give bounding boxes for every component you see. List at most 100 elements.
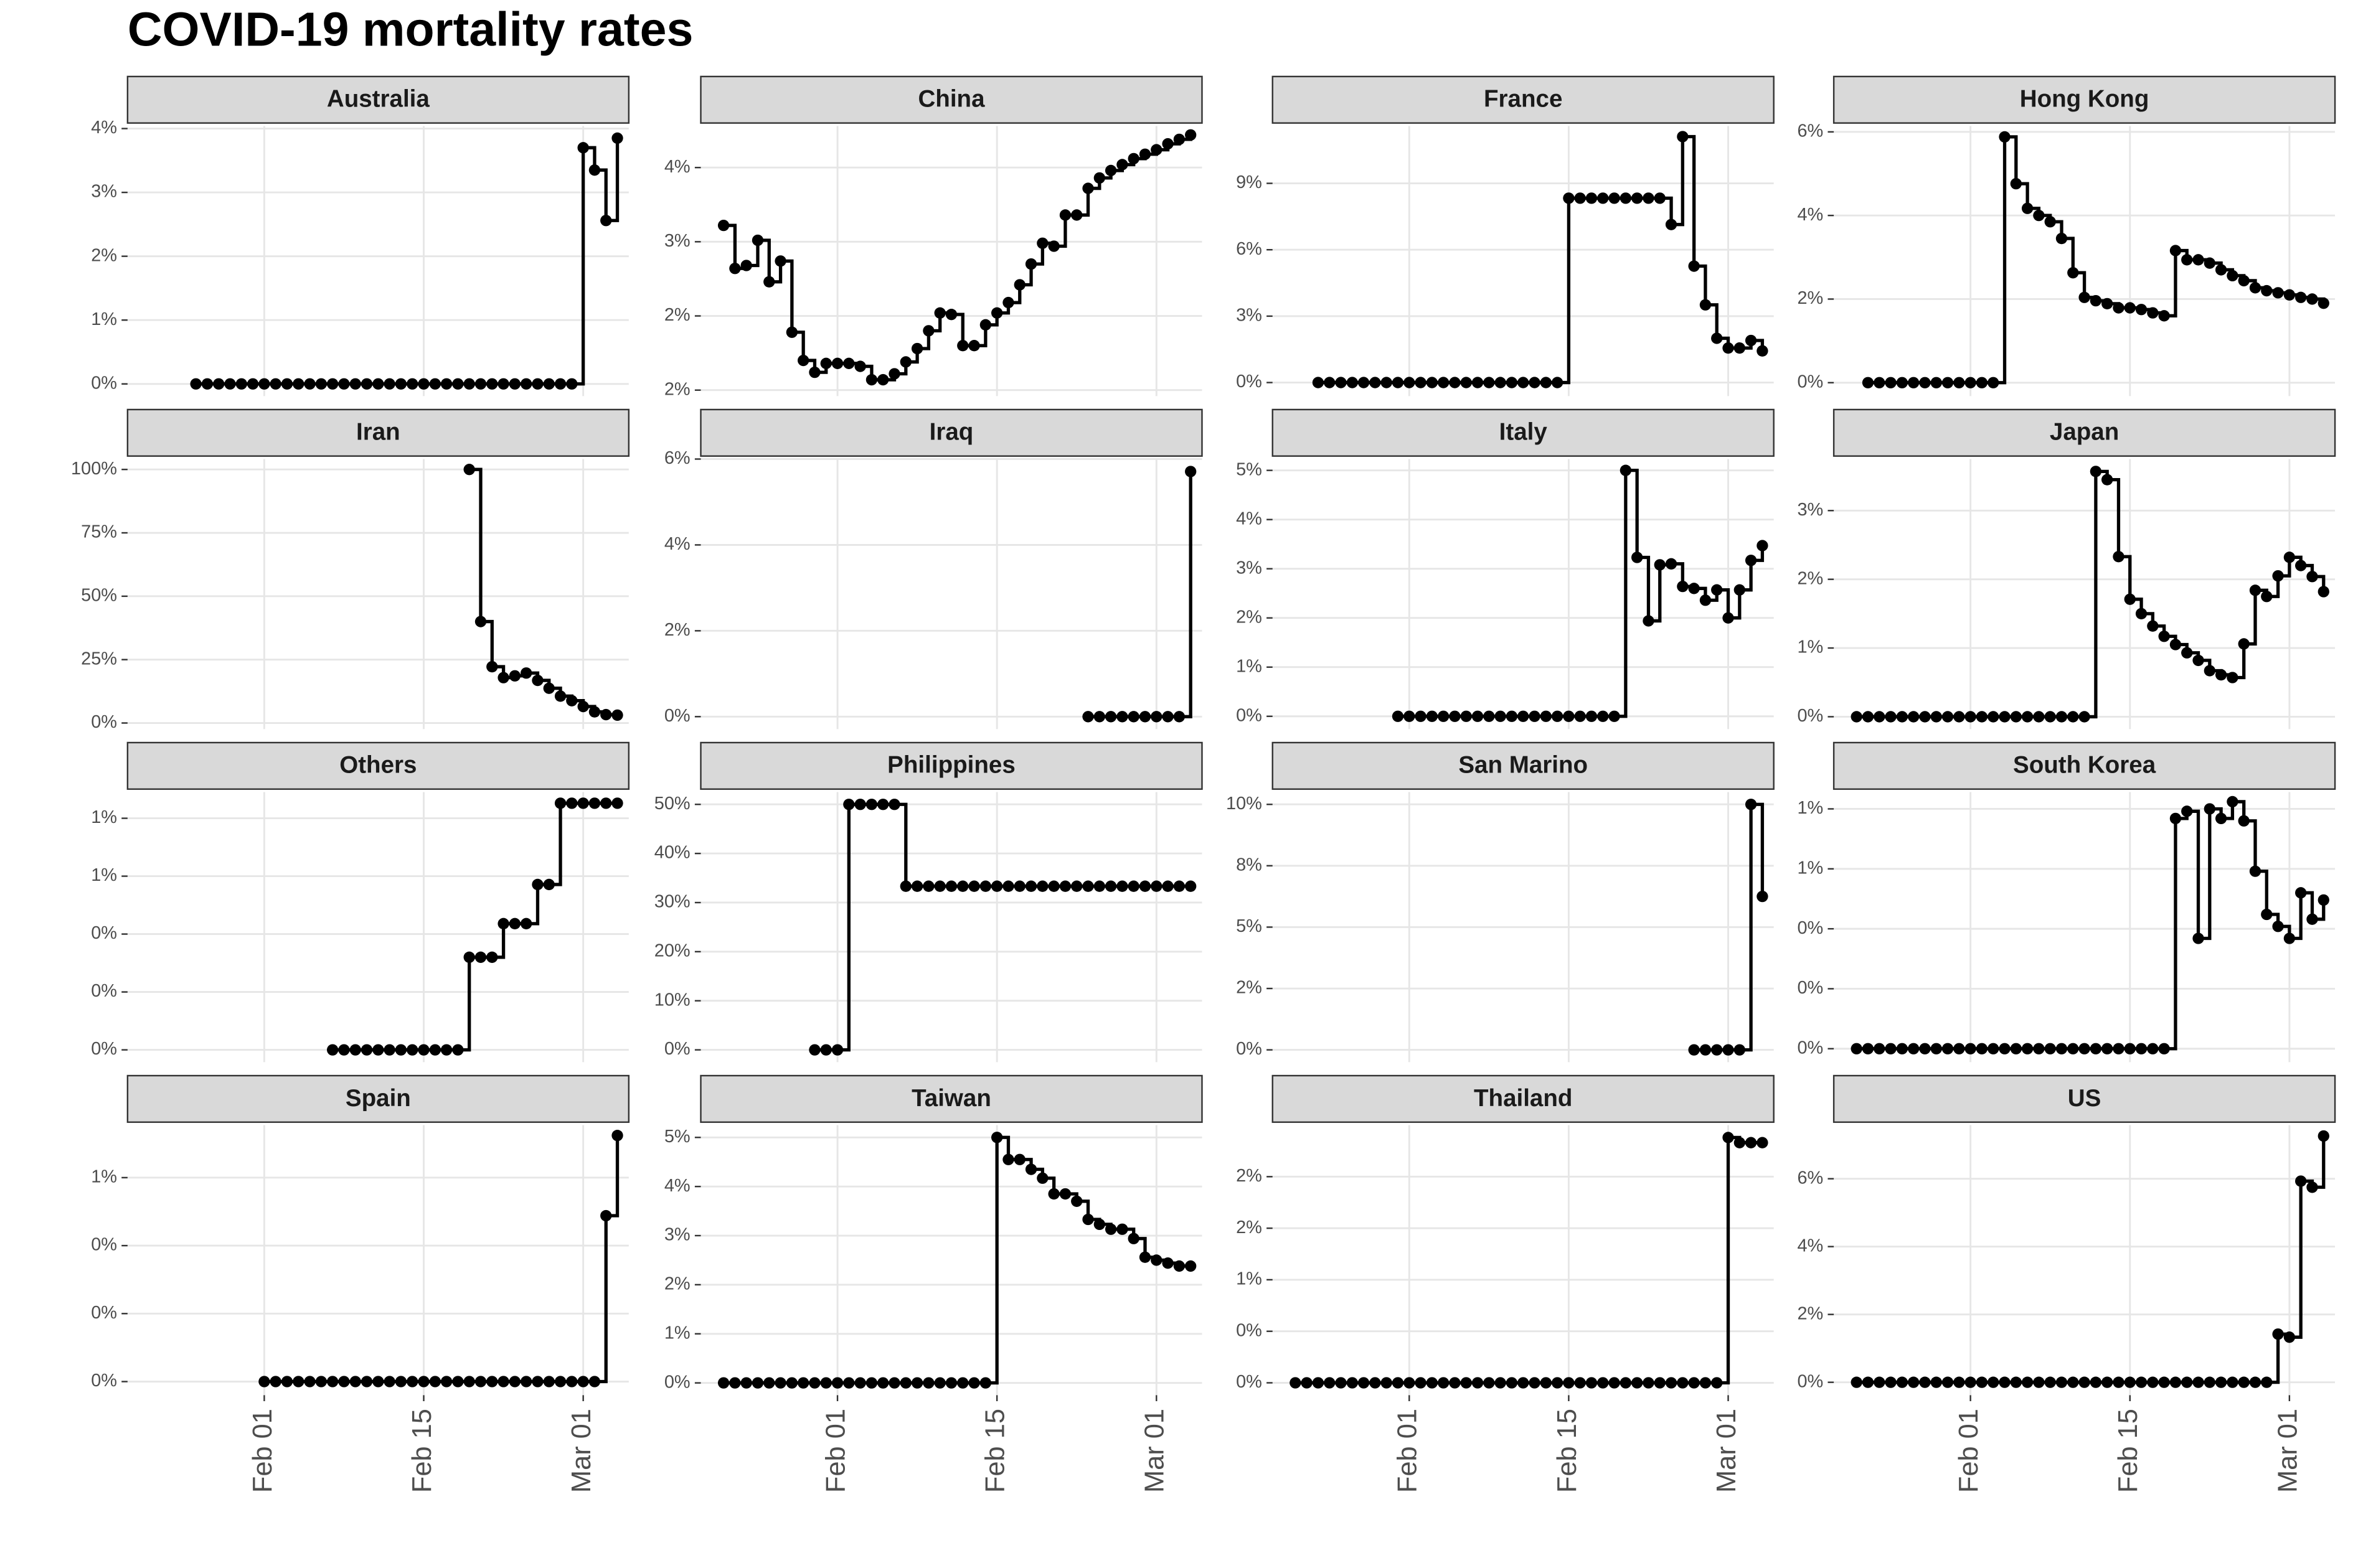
data-point — [1494, 710, 1506, 722]
y-tick-label: 1% — [91, 309, 117, 329]
panel-background — [127, 126, 629, 397]
data-point — [2158, 1376, 2170, 1388]
data-point — [1529, 710, 1540, 722]
y-tick-label: 0% — [1797, 1038, 1823, 1058]
y-tick-label: 0% — [664, 706, 691, 726]
data-point — [900, 1377, 912, 1389]
data-point — [1059, 880, 1072, 892]
data-point — [452, 1376, 464, 1387]
strip-title: Taiwan — [912, 1085, 991, 1112]
data-point — [258, 1376, 270, 1387]
data-point — [2124, 593, 2136, 605]
data-point — [486, 660, 498, 673]
data-point — [1415, 1377, 1426, 1389]
data-point — [1002, 880, 1014, 892]
data-point — [1506, 1377, 1518, 1389]
data-point — [1733, 1044, 1745, 1056]
data-point — [611, 132, 623, 144]
data-point — [224, 378, 236, 390]
y-tick-label: 1% — [1236, 656, 1262, 676]
data-point — [554, 690, 567, 702]
data-point — [911, 1377, 923, 1389]
data-point — [729, 263, 741, 275]
data-point — [1093, 1218, 1105, 1231]
data-point — [1392, 710, 1404, 722]
data-point — [1597, 710, 1609, 722]
data-point — [327, 1376, 339, 1387]
data-point — [1357, 377, 1370, 388]
data-point — [463, 1376, 475, 1387]
data-point — [1885, 1376, 1897, 1388]
y-tick-label: 1% — [91, 865, 117, 885]
data-point — [497, 672, 509, 683]
data-point — [521, 918, 532, 929]
data-point — [611, 1129, 623, 1142]
data-point — [1745, 555, 1757, 566]
data-point — [1335, 1377, 1347, 1389]
data-point — [1517, 1377, 1529, 1389]
data-point — [1346, 1377, 1358, 1389]
data-point — [1608, 1377, 1620, 1389]
strip — [126, 75, 630, 124]
y-tick-label: 10% — [1226, 794, 1262, 814]
data-point — [600, 215, 612, 227]
strip-title: France — [1484, 86, 1562, 113]
y-tick-label: 2% — [664, 1274, 691, 1294]
y-tick-label: 25% — [81, 649, 117, 669]
data-point — [2021, 202, 2034, 214]
data-point — [566, 797, 578, 809]
data-point — [429, 1376, 441, 1387]
data-point — [463, 464, 475, 476]
data-point — [2078, 1043, 2090, 1054]
data-point — [1415, 710, 1426, 722]
data-point — [763, 1377, 775, 1389]
data-point — [820, 1377, 832, 1389]
data-point — [843, 799, 855, 810]
data-point — [395, 1044, 407, 1056]
data-point — [843, 1377, 855, 1389]
strip — [1832, 75, 2336, 124]
data-point — [752, 234, 764, 246]
data-point — [1908, 377, 1920, 388]
data-point — [521, 1376, 532, 1387]
data-point — [1862, 1376, 1874, 1388]
data-point — [1162, 138, 1174, 150]
data-point — [543, 682, 555, 694]
data-point — [543, 378, 555, 390]
data-point — [1976, 1043, 1988, 1054]
data-point — [1173, 133, 1186, 146]
data-point — [509, 1376, 521, 1387]
data-point — [2249, 282, 2261, 294]
data-point — [2033, 1376, 2045, 1388]
data-point — [1930, 711, 1942, 723]
data-point — [1976, 377, 1988, 388]
data-point — [1403, 710, 1415, 722]
data-point — [1037, 237, 1049, 249]
data-point — [1733, 584, 1745, 596]
y-tick-label: 4% — [1797, 1236, 1823, 1256]
data-point — [2204, 665, 2215, 677]
data-point — [1105, 880, 1117, 892]
y-tick-label: 75% — [81, 522, 117, 542]
x-tick-label: Feb 01 — [248, 1409, 278, 1493]
data-point — [2124, 1043, 2136, 1054]
strip — [126, 408, 630, 457]
data-point — [532, 878, 544, 891]
data-point — [740, 1377, 752, 1389]
data-point — [2135, 304, 2148, 316]
data-point — [1139, 148, 1151, 160]
data-point — [2261, 1376, 2273, 1388]
data-point — [1025, 880, 1037, 892]
panel-background — [700, 1125, 1202, 1396]
data-point — [486, 951, 498, 963]
data-point — [1643, 192, 1654, 204]
data-point — [384, 1376, 395, 1387]
data-point — [1862, 711, 1874, 723]
strip-title: US — [2068, 1085, 2101, 1112]
data-point — [786, 1377, 798, 1389]
data-point — [2181, 1376, 2193, 1388]
data-point — [395, 1376, 407, 1387]
data-point — [1574, 710, 1586, 722]
data-point — [1059, 1188, 1072, 1200]
data-point — [775, 255, 786, 267]
